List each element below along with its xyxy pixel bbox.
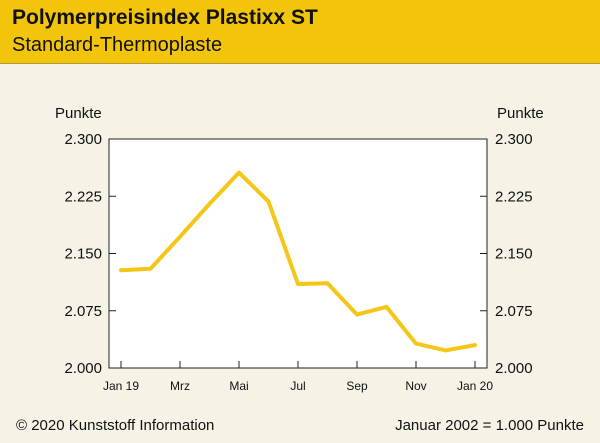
x-tick-label: Mrz — [170, 379, 190, 393]
baseline-note: Januar 2002 = 1.000 Punkte — [395, 417, 584, 434]
x-tick-label: Sep — [346, 379, 368, 393]
y-tick-label-left: 2.300 — [64, 131, 102, 148]
x-tick-label: Jul — [290, 379, 305, 393]
y-tick-label-left: 2.000 — [64, 360, 102, 377]
x-tick-label: Mai — [229, 379, 248, 393]
y-ticks-right: 2.300 2.225 2.150 2.075 2.000 — [480, 131, 533, 377]
y-tick-label-left: 2.075 — [64, 303, 102, 320]
x-tick-label: Jan 20 — [457, 379, 493, 393]
series-line — [119, 170, 477, 353]
y-tick-label-right: 2.150 — [495, 246, 533, 263]
y-axis-label-right: Punkte — [497, 105, 544, 122]
copyright-text: © 2020 Kunststoff Information — [16, 417, 215, 434]
y-ticks-left: 2.300 2.225 2.150 2.075 2.000 — [64, 131, 116, 377]
chart-subtitle: Standard-Thermoplaste — [12, 34, 223, 56]
plot-area — [108, 138, 488, 369]
y-tick-label-right: 2.075 — [495, 303, 533, 320]
y-tick-label-right: 2.000 — [495, 360, 533, 377]
y-tick-label-right: 2.300 — [495, 131, 533, 148]
y-tick-label-left: 2.150 — [64, 246, 102, 263]
x-tick-label: Jan 19 — [103, 379, 139, 393]
x-ticks: Jan 19 Mrz Mai Jul Sep Nov Jan 20 — [103, 361, 493, 393]
chart-title: Polymerpreisindex Plastixx ST — [12, 6, 318, 29]
y-axis-label-left: Punkte — [55, 105, 102, 122]
x-tick-label: Nov — [405, 379, 426, 393]
y-tick-label-left: 2.225 — [64, 188, 102, 205]
header-bar: Polymerpreisindex Plastixx ST Standard-T… — [0, 0, 600, 64]
y-tick-label-right: 2.225 — [495, 188, 533, 205]
